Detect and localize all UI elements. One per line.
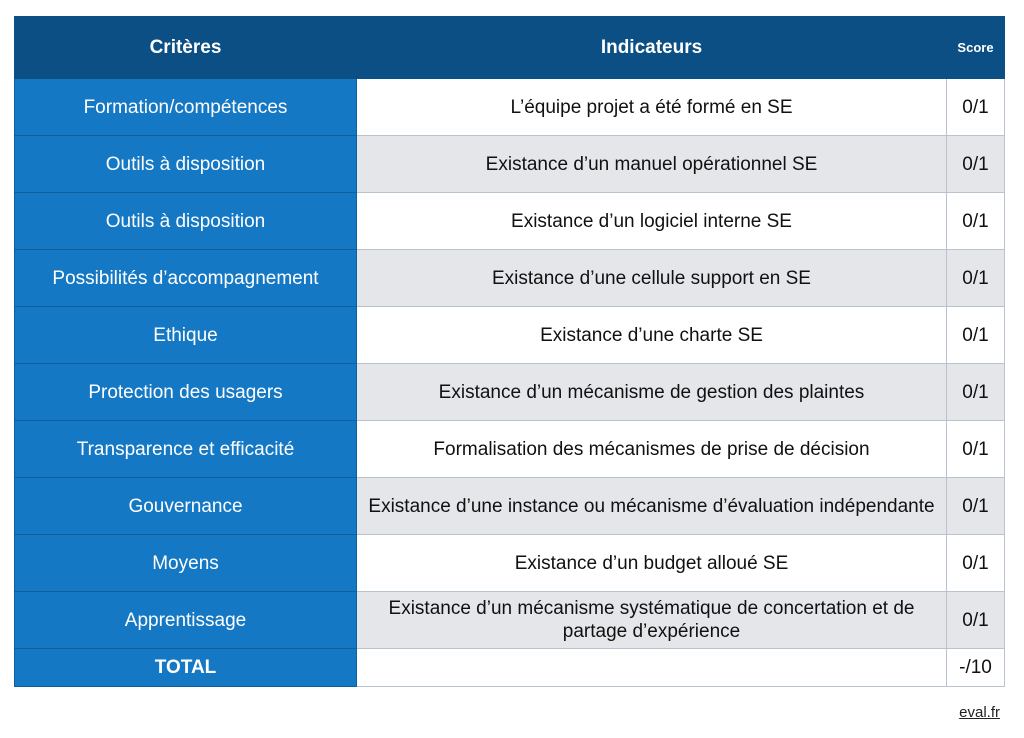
criterion-cell: Outils à disposition <box>14 135 357 193</box>
criterion-cell: Apprentissage <box>14 591 357 649</box>
score-cell: 0/1 <box>946 135 1005 193</box>
table-row: Apprentissage Existance d’un mécanisme s… <box>14 591 1005 649</box>
table-row: Gouvernance Existance d’une instance ou … <box>14 477 1005 535</box>
indicator-cell: Formalisation des mécanismes de prise de… <box>356 420 947 478</box>
score-cell: 0/1 <box>946 249 1005 307</box>
indicator-cell: L’équipe projet a été formé en SE <box>356 78 947 136</box>
criterion-cell: Outils à disposition <box>14 192 357 250</box>
indicator-cell: Existance d’un mécanisme de gestion des … <box>356 363 947 421</box>
table-header: Critères Indicateurs Score <box>14 16 1005 79</box>
indicator-cell: Existance d’une cellule support en SE <box>356 249 947 307</box>
table-row: Possibilités d’accompagnement Existance … <box>14 249 1005 307</box>
score-cell: 0/1 <box>946 534 1005 592</box>
criterion-cell: Protection des usagers <box>14 363 357 421</box>
table-row: Protection des usagers Existance d’un mé… <box>14 363 1005 421</box>
indicator-cell: Existance d’un logiciel interne SE <box>356 192 947 250</box>
header-indicators: Indicateurs <box>356 16 947 79</box>
indicator-cell: Existance d’un mécanisme systématique de… <box>356 591 947 649</box>
source-link[interactable]: eval.fr <box>959 704 1000 721</box>
indicator-cell: Existance d’un budget alloué SE <box>356 534 947 592</box>
table-row: Transparence et efficacité Formalisation… <box>14 420 1005 478</box>
score-cell: 0/1 <box>946 306 1005 364</box>
score-cell: 0/1 <box>946 591 1005 649</box>
table-row: Ethique Existance d’une charte SE 0/1 <box>14 306 1005 364</box>
table-body: Formation/compétences L’équipe projet a … <box>14 78 1005 687</box>
score-cell: 0/1 <box>946 363 1005 421</box>
criterion-cell: Gouvernance <box>14 477 357 535</box>
indicator-cell: Existance d’une instance ou mécanisme d’… <box>356 477 947 535</box>
total-indicator-cell <box>356 648 947 687</box>
total-label: TOTAL <box>14 648 357 687</box>
indicator-cell: Existance d’un manuel opérationnel SE <box>356 135 947 193</box>
score-cell: 0/1 <box>946 78 1005 136</box>
total-row: TOTAL -/10 <box>14 648 1005 687</box>
criterion-cell: Moyens <box>14 534 357 592</box>
total-score: -/10 <box>946 648 1005 687</box>
criterion-cell: Ethique <box>14 306 357 364</box>
header-criteria: Critères <box>14 16 357 79</box>
criterion-cell: Possibilités d’accompagnement <box>14 249 357 307</box>
table-row: Formation/compétences L’équipe projet a … <box>14 78 1005 136</box>
score-cell: 0/1 <box>946 192 1005 250</box>
table-row: Outils à disposition Existance d’un manu… <box>14 135 1005 193</box>
score-cell: 0/1 <box>946 420 1005 478</box>
criterion-cell: Formation/compétences <box>14 78 357 136</box>
table-row: Moyens Existance d’un budget alloué SE 0… <box>14 534 1005 592</box>
criteria-table: Critères Indicateurs Score Formation/com… <box>14 16 1005 687</box>
score-cell: 0/1 <box>946 477 1005 535</box>
header-row: Critères Indicateurs Score <box>14 16 1005 79</box>
indicator-cell: Existance d’une charte SE <box>356 306 947 364</box>
criterion-cell: Transparence et efficacité <box>14 420 357 478</box>
header-score: Score <box>946 16 1005 79</box>
table-row: Outils à disposition Existance d’un logi… <box>14 192 1005 250</box>
